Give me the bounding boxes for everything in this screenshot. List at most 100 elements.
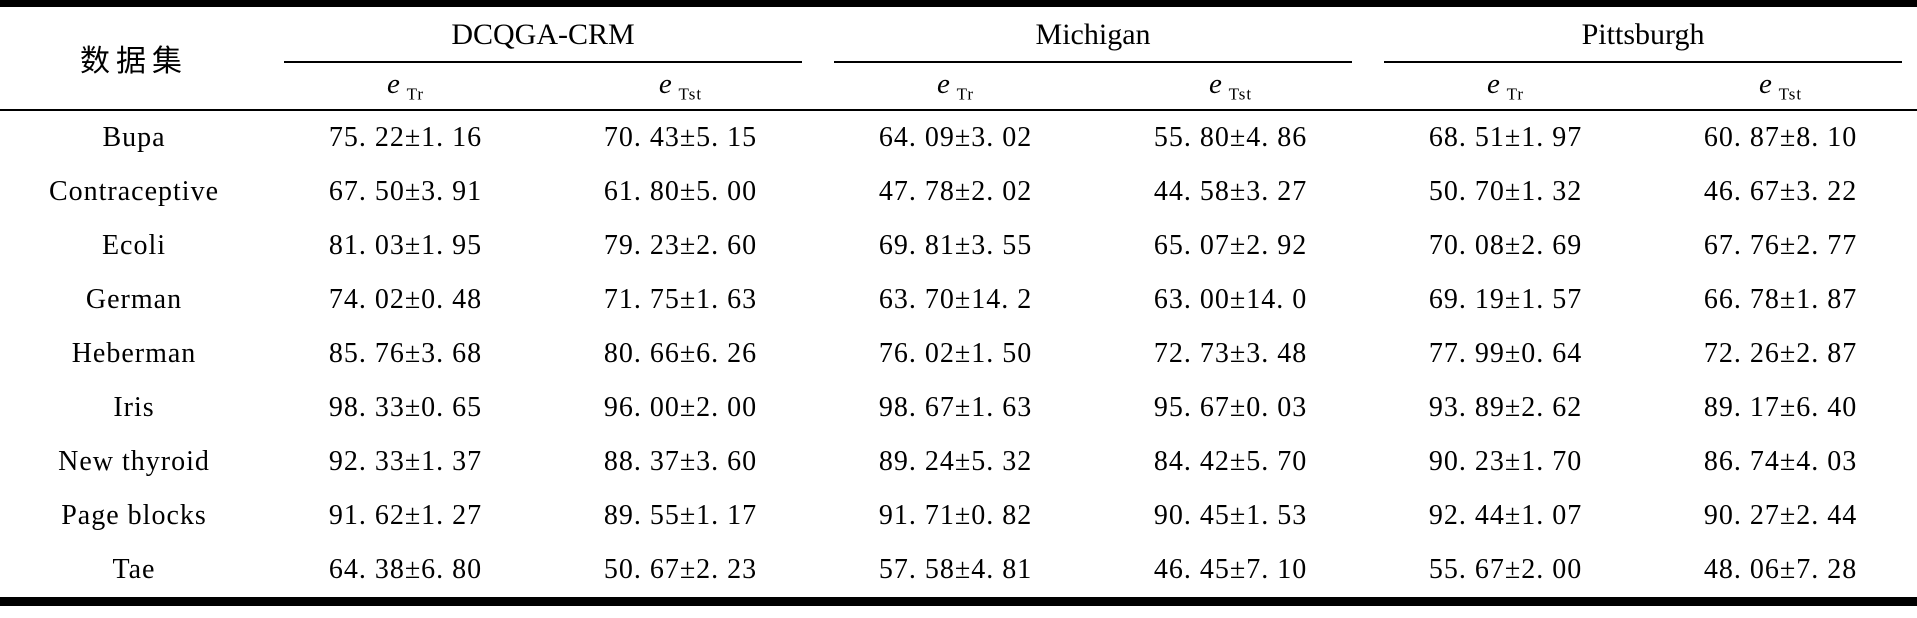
error-symbol: e (1208, 67, 1222, 100)
error-symbol: e (1486, 67, 1500, 100)
metric-cell: 44. 58±3. 27 (1153, 176, 1308, 207)
metric-cell: 89. 24±5. 32 (878, 446, 1033, 477)
group-header-row: 数据集 DCQGA-CRM Michigan Pittsburgh (0, 3, 1917, 111)
metric-cell: 70. 43±5. 15 (603, 122, 758, 153)
group-header-label: Michigan (834, 18, 1353, 63)
metric-cell: 70. 08±2. 69 (1428, 230, 1583, 261)
table-row: Tae 64. 38±6. 80 50. 67±2. 23 57. 58±4. … (0, 543, 1917, 602)
dataset-name-cell: New thyroid (58, 446, 210, 477)
dataset-name-cell: Contraceptive (48, 176, 220, 207)
metric-cell: 47. 78±2. 02 (878, 176, 1033, 207)
metric-cell: 84. 42±5. 70 (1153, 446, 1308, 477)
metric-cell: 63. 70±14. 2 (878, 284, 1033, 315)
metric-cell: 67. 50±3. 91 (328, 176, 483, 207)
metric-cell: 67. 76±2. 77 (1703, 230, 1858, 261)
table-header: 数据集 DCQGA-CRM Michigan Pittsburgh e Tr e… (0, 3, 1917, 111)
group-header-michigan: Michigan (818, 4, 1368, 63)
group-header-label: DCQGA-CRM (284, 18, 803, 63)
metric-cell: 92. 44±1. 07 (1428, 500, 1583, 531)
metric-cell: 75. 22±1. 16 (328, 122, 483, 153)
error-subscript: Tr (406, 84, 425, 104)
metric-cell: 89. 55±1. 17 (603, 500, 758, 531)
metric-cell: 96. 00±2. 00 (603, 392, 758, 423)
metric-cell: 98. 33±0. 65 (328, 392, 483, 423)
metric-cell: 48. 06±7. 28 (1703, 554, 1858, 585)
dataset-name-cell: Heberman (71, 338, 197, 369)
error-subscript: Tst (1228, 84, 1253, 104)
dataset-name-cell: Iris (113, 392, 155, 423)
dataset-column-header: 数据集 (0, 3, 268, 111)
metric-cell: 77. 99±0. 64 (1428, 338, 1583, 369)
group-header-dcqga-crm: DCQGA-CRM (268, 4, 818, 63)
table-row: Bupa 75. 22±1. 16 70. 43±5. 15 64. 09±3.… (0, 110, 1917, 165)
metric-cell: 93. 89±2. 62 (1428, 392, 1583, 423)
dataset-name-cell: Page blocks (61, 500, 207, 531)
dataset-name-cell: German (85, 284, 183, 315)
sub-header-etr: e Tr (818, 63, 1094, 111)
error-symbol: e (658, 67, 672, 100)
metric-cell: 81. 03±1. 95 (328, 230, 483, 261)
metric-cell: 89. 17±6. 40 (1703, 392, 1858, 423)
table-body: Bupa 75. 22±1. 16 70. 43±5. 15 64. 09±3.… (0, 110, 1917, 602)
metric-cell: 60. 87±8. 10 (1703, 122, 1858, 153)
metric-cell: 50. 67±2. 23 (603, 554, 758, 585)
metric-cell: 79. 23±2. 60 (603, 230, 758, 261)
metric-cell: 64. 38±6. 80 (328, 554, 483, 585)
metric-cell: 71. 75±1. 63 (603, 284, 758, 315)
sub-header-etr: e Tr (1368, 63, 1644, 111)
group-header-label: Pittsburgh (1384, 18, 1903, 63)
metric-cell: 91. 62±1. 27 (328, 500, 483, 531)
sub-header-row: e Tr e Tst e Tr e Tst e Tr e Tst (0, 63, 1917, 111)
sub-header-etst: e Tst (1093, 63, 1369, 111)
metric-cell: 76. 02±1. 50 (878, 338, 1033, 369)
metric-cell: 95. 67±0. 03 (1153, 392, 1308, 423)
error-symbol: e (1758, 67, 1772, 100)
sub-header-etst: e Tst (1643, 63, 1917, 111)
table-row: Heberman 85. 76±3. 68 80. 66±6. 26 76. 0… (0, 327, 1917, 381)
error-subscript: Tst (1778, 84, 1803, 104)
table-row: German 74. 02±0. 48 71. 75±1. 63 63. 70±… (0, 273, 1917, 327)
metric-cell: 86. 74±4. 03 (1703, 446, 1858, 477)
metric-cell: 57. 58±4. 81 (878, 554, 1033, 585)
metric-cell: 72. 26±2. 87 (1703, 338, 1858, 369)
metric-cell: 61. 80±5. 00 (603, 176, 758, 207)
metric-cell: 88. 37±3. 60 (603, 446, 758, 477)
metric-cell: 90. 27±2. 44 (1703, 500, 1858, 531)
metric-cell: 74. 02±0. 48 (328, 284, 483, 315)
metric-cell: 63. 00±14. 0 (1153, 284, 1308, 315)
metric-cell: 50. 70±1. 32 (1428, 176, 1583, 207)
metric-cell: 66. 78±1. 87 (1703, 284, 1858, 315)
metric-cell: 92. 33±1. 37 (328, 446, 483, 477)
metric-cell: 98. 67±1. 63 (878, 392, 1033, 423)
table-row: New thyroid 92. 33±1. 37 88. 37±3. 60 89… (0, 435, 1917, 489)
metric-cell: 91. 71±0. 82 (878, 500, 1033, 531)
error-subscript: Tr (956, 84, 975, 104)
metric-cell: 55. 67±2. 00 (1428, 554, 1583, 585)
metric-cell: 46. 45±7. 10 (1153, 554, 1308, 585)
metric-cell: 72. 73±3. 48 (1153, 338, 1308, 369)
metric-cell: 90. 45±1. 53 (1153, 500, 1308, 531)
group-header-pittsburgh: Pittsburgh (1368, 4, 1917, 63)
error-subscript: Tst (678, 84, 703, 104)
sub-header-etst: e Tst (543, 63, 819, 111)
table-row: Page blocks 91. 62±1. 27 89. 55±1. 17 91… (0, 489, 1917, 543)
metric-cell: 69. 19±1. 57 (1428, 284, 1583, 315)
metric-cell: 65. 07±2. 92 (1153, 230, 1308, 261)
metric-cell: 64. 09±3. 02 (878, 122, 1033, 153)
metric-cell: 55. 80±4. 86 (1153, 122, 1308, 153)
sub-header-etr: e Tr (268, 63, 543, 111)
metric-cell: 90. 23±1. 70 (1428, 446, 1583, 477)
metric-cell: 68. 51±1. 97 (1428, 122, 1583, 153)
error-symbol: e (386, 67, 400, 100)
dataset-name-cell: Bupa (102, 122, 166, 153)
table-row: Iris 98. 33±0. 65 96. 00±2. 00 98. 67±1.… (0, 381, 1917, 435)
metric-cell: 85. 76±3. 68 (328, 338, 483, 369)
metric-cell: 69. 81±3. 55 (878, 230, 1033, 261)
dataset-name-cell: Tae (112, 554, 156, 585)
error-subscript: Tr (1506, 84, 1525, 104)
table-row: Ecoli 81. 03±1. 95 79. 23±2. 60 69. 81±3… (0, 219, 1917, 273)
metric-cell: 80. 66±6. 26 (603, 338, 758, 369)
metric-cell: 46. 67±3. 22 (1703, 176, 1858, 207)
error-symbol: e (936, 67, 950, 100)
